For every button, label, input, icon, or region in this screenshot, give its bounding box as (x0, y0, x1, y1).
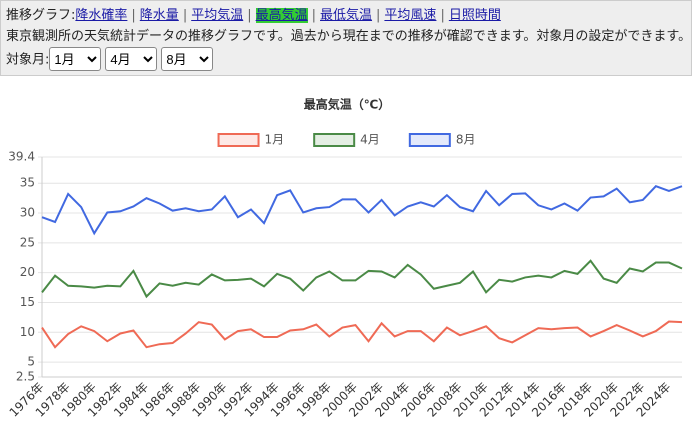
legend-swatch (408, 133, 451, 147)
y-tick-label: 30 (20, 206, 35, 220)
nav-link[interactable]: 最高気温 (255, 8, 308, 23)
y-tick-label: 20 (20, 265, 35, 279)
separator: | (440, 8, 445, 23)
separator: | (131, 8, 136, 23)
separator: | (182, 8, 188, 23)
month-label: 対象月: (6, 52, 50, 68)
series-line (41, 320, 683, 349)
legend-swatch (313, 133, 356, 147)
nav-link[interactable]: 降水量 (139, 8, 179, 23)
nav-link[interactable]: 日照時間 (448, 8, 501, 23)
nav-link[interactable]: 最低気温 (320, 8, 373, 23)
y-tick-label: 10 (20, 325, 35, 339)
series-line (41, 185, 683, 236)
separator: | (311, 8, 317, 23)
y-tick-label: 25 (20, 235, 35, 249)
month-select[interactable]: 8月 (161, 47, 214, 71)
nav: 推移グラフ:降水確率 | 降水量 | 平均気温 | 最高気温 | 最低気温 | 平均風速 | 日照時間 (6, 5, 686, 26)
header: 推移グラフ:降水確率 | 降水量 | 平均気温 | 最高気温 | 最低気温 | 平均風速 | 日照時間 … (0, 0, 692, 76)
y-tick-label: 15 (20, 295, 35, 309)
nav-link[interactable]: 平均風速 (384, 8, 437, 23)
series-line (41, 259, 683, 299)
separator: | (247, 8, 252, 23)
legend-label: 1月 (265, 133, 285, 147)
month-select[interactable]: 4月 (105, 47, 158, 71)
chart-title: 最高気温（℃） (304, 97, 391, 112)
separator: | (376, 8, 381, 23)
y-tick-label: 5 (27, 355, 35, 369)
nav-prefix: 推移グラフ: (6, 8, 76, 23)
y-tick-label: 35 (20, 176, 35, 190)
nav-link[interactable]: 平均気温 (191, 8, 244, 23)
description: 東京観測所の天気統計データの推移グラフです。過去から現在までの推移が確認できます… (6, 29, 692, 44)
nav-link[interactable]: 降水確率 (75, 8, 128, 23)
month-row: 対象月: 1月 4月 8月 (6, 47, 686, 71)
y-tick-label: 2.5 (16, 370, 35, 384)
month-select[interactable]: 1月 (49, 47, 102, 71)
legend-label: 8月 (456, 133, 476, 147)
y-tick-label: 39.4 (8, 150, 35, 164)
legend-label: 4月 (360, 133, 380, 147)
legend-swatch (217, 133, 260, 147)
